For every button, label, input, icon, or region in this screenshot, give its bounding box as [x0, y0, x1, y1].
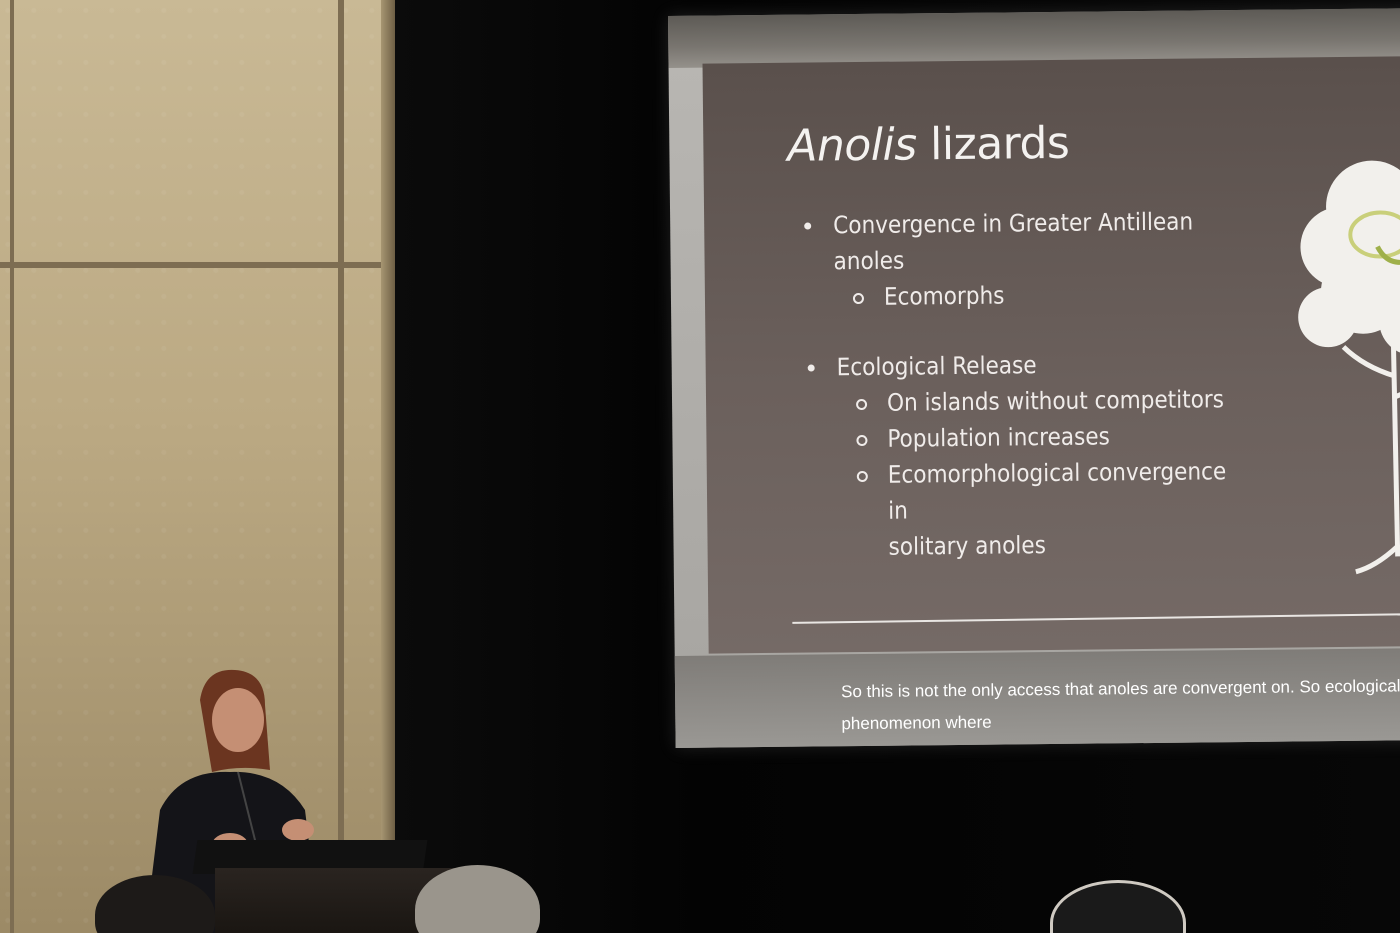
- slide-title-italic: Anolis: [787, 119, 917, 172]
- wall-seam: [10, 0, 14, 933]
- slide-divider-line: [792, 612, 1400, 624]
- bullet-text: Convergence in Greater Antillean: [833, 207, 1194, 240]
- caption-text: So this is not the only access that anol…: [841, 670, 1400, 740]
- sub-bullet-item: Ecomorphological convergence in solitary…: [856, 453, 1248, 565]
- presentation-slide: Anolis lizards Convergence in Greater An…: [702, 56, 1400, 654]
- sub-bullet-text: Ecomorphological convergence in: [887, 457, 1227, 525]
- sub-bullet-item: Population increases: [856, 418, 1110, 457]
- sub-bullet-text: Ecomorphs: [883, 281, 1005, 311]
- caption-line: phenomenon where: [841, 712, 992, 734]
- bullet-ring-icon: [856, 398, 868, 411]
- audience-head: [95, 875, 215, 933]
- bullet-text: Ecological Release: [836, 351, 1037, 382]
- slide-title-rest: lizards: [916, 117, 1070, 171]
- tree-illustration: [1298, 160, 1400, 577]
- sub-bullet-text: On islands without competitors: [886, 385, 1225, 417]
- wall-seam: [338, 0, 344, 933]
- slide-title: Anolis lizards: [787, 118, 1069, 172]
- bullet-dot-icon: [804, 222, 812, 230]
- bullet-ring-icon: [856, 434, 868, 447]
- wall-seam: [0, 262, 395, 268]
- sub-bullet-item: On islands without competitors: [856, 381, 1224, 421]
- slide-bullets: Convergence in Greater Antillean anoles …: [804, 203, 1244, 561]
- projection-screen: Anolis lizards Convergence in Greater An…: [668, 8, 1400, 748]
- audience-head: [415, 865, 540, 933]
- bullet-dot-icon: [807, 364, 815, 372]
- bullet-text-cont: anoles: [833, 246, 905, 276]
- sub-bullet-text: Population increases: [887, 422, 1110, 453]
- sub-bullet-item: Ecomorphs: [852, 277, 1005, 315]
- sub-bullet-text-cont: solitary anoles: [888, 531, 1047, 561]
- bullet-item: Convergence in Greater Antillean anoles: [804, 204, 1194, 280]
- caption-line: So this is not the only access that anol…: [840, 676, 1400, 702]
- live-caption-bar: So this is not the only access that anol…: [674, 648, 1400, 748]
- bullet-item: Ecological Release: [807, 347, 1037, 385]
- bullet-ring-icon: [856, 470, 868, 483]
- bullet-ring-icon: [852, 292, 865, 305]
- wall-edge: [381, 0, 395, 933]
